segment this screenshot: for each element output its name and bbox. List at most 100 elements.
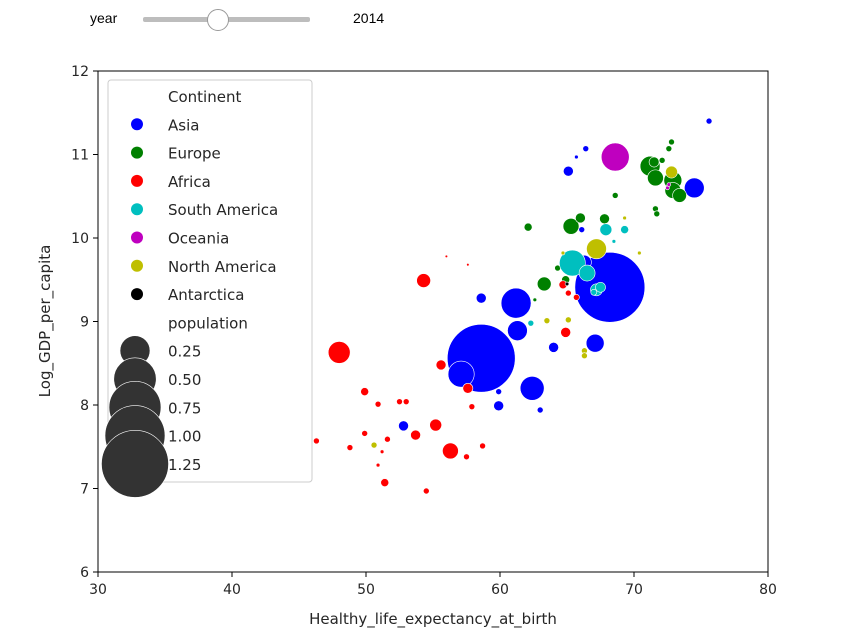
point-europe [672,188,687,203]
point-africa [380,478,390,487]
point-south-america [620,225,629,234]
legend-entry: Africa [168,173,211,191]
point-south-america [590,288,598,296]
point-africa [384,435,391,443]
point-asia [500,287,532,319]
point-south-america [599,223,613,236]
legend-size-label: 1.00 [168,428,201,446]
point-africa [463,453,470,461]
y-tick-label: 12 [71,64,89,80]
legend-entry: Europe [168,145,221,163]
x-tick-label: 30 [89,582,107,598]
point-africa [374,400,382,408]
point-europe [647,169,664,187]
point-europe [575,212,586,224]
point-south-america [578,264,596,282]
point-oceania [666,182,672,187]
point-north-america [665,165,678,179]
point-europe [599,213,610,225]
point-asia [705,117,713,125]
point-north-america [560,250,566,256]
point-europe [648,156,660,168]
point-africa [435,359,447,371]
point-europe [653,210,661,218]
x-tick-label: 60 [491,582,509,598]
point-asia [548,342,559,353]
legend-marker [131,118,143,131]
year-slider[interactable] [143,9,310,31]
point-asia [578,226,586,233]
point-africa [361,430,368,437]
legend-entry: Antarctica [168,286,244,304]
point-asia [582,145,590,152]
point-africa [313,437,320,445]
point-africa [442,442,459,460]
point-oceania [600,142,630,172]
point-africa [402,398,410,405]
point-africa [466,263,470,267]
point-africa [327,341,351,364]
legend-entry: Asia [168,116,199,134]
legend-hue-title: Continent [168,88,241,106]
point-africa [379,449,385,454]
y-tick-label: 11 [71,148,89,164]
point-antarctica [564,281,570,287]
legend: Continent Asia Europe Africa South America Oc… [101,79,313,498]
legend-marker [131,146,143,159]
y-tick-label: 10 [71,231,89,247]
point-asia [563,165,574,177]
point-africa [444,254,449,259]
legend-box [107,79,313,483]
point-africa [375,462,381,468]
legend-marker [131,203,143,216]
point-asia [519,375,545,401]
point-north-america [370,441,378,449]
point-north-america [637,250,642,256]
point-europe [532,297,538,302]
legend-size-label: 0.25 [168,343,201,361]
point-africa [468,403,476,410]
x-axis-label: Healthy_life_expectancy_at_birth [309,610,557,629]
point-north-america [622,215,627,221]
y-tick-label: 7 [80,482,89,498]
point-africa [360,387,369,396]
point-europe [668,138,675,146]
point-africa [422,487,430,495]
point-asia [684,177,705,199]
y-tick-label: 9 [80,315,89,331]
point-europe [562,218,580,235]
y-tick-label: 6 [80,565,89,581]
point-europe [611,192,619,199]
legend-entry: Oceania [168,230,229,248]
slider-label: year [90,10,118,26]
legend-marker [131,259,143,272]
slider-handle[interactable] [207,9,230,31]
point-south-america [527,319,535,327]
x-tick-label: 80 [759,582,777,598]
point-europe [523,222,533,232]
point-africa [429,418,442,432]
x-tick-label: 50 [357,582,375,598]
slider-value: 2014 [353,10,385,26]
point-africa [416,273,431,288]
point-asia [585,333,605,353]
legend-entry: North America [168,258,277,276]
point-asia [574,154,579,160]
point-asia [475,292,487,304]
point-europe [658,157,666,164]
point-africa [565,289,572,297]
x-tick-label: 40 [223,582,241,598]
legend-size-label: 0.75 [168,399,201,417]
point-asia [536,406,544,414]
point-asia [493,400,504,412]
point-africa [346,444,354,451]
year-slider-widget: year 2014 [0,8,420,32]
point-south-america [611,239,617,244]
point-asia [507,320,528,341]
point-europe [665,145,673,152]
point-north-america [581,352,588,360]
point-north-america [586,238,607,260]
legend-marker [131,174,143,187]
legend-entry: South America [168,201,278,219]
legend-size-label: 0.50 [168,371,201,389]
